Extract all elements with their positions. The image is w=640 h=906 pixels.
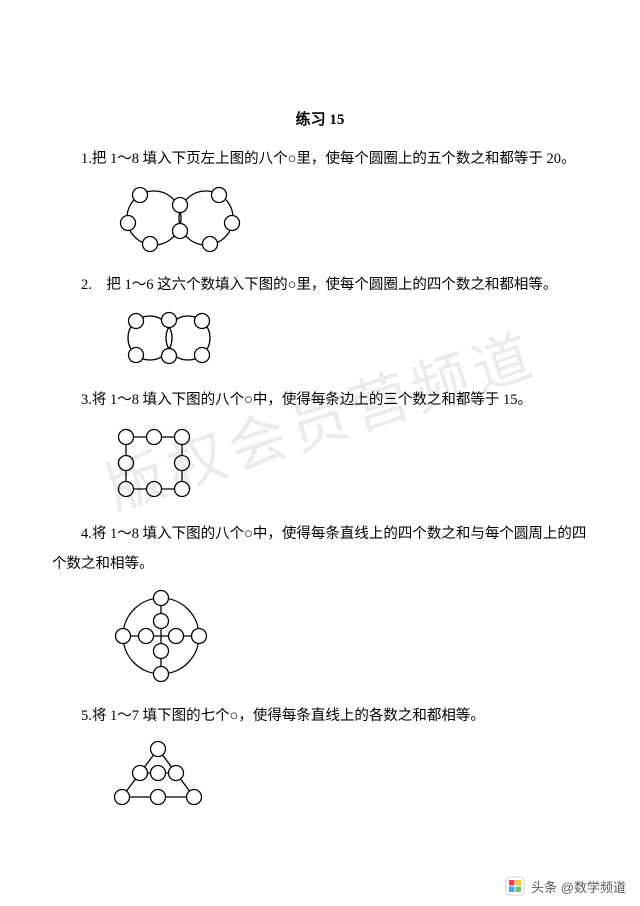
problem-1-text: 1.把 1～8 填入下页左上图的八个○里，使每个圆圈上的五个数之和都等于 20。 [52, 145, 588, 175]
footer-logo-icon [505, 876, 525, 896]
problem-2-text: 2. 把 1～6 这六个数填入下图的○里，使每个圆圈上的四个数之和都相等。 [52, 271, 588, 301]
figure-5 [106, 737, 588, 809]
problem-4-text: 4.将 1～8 填入下图的八个○中，使得每条直线上的四个数之和与每个圆周上的四个… [52, 520, 588, 579]
problem-3-text: 3.将 1～8 填入下图的八个○中，使得每条边上的三个数之和都等于 15。 [52, 386, 588, 416]
figure-1 [106, 181, 588, 255]
exercise-title: 练习 15 [52, 108, 588, 129]
figure-3 [106, 422, 588, 504]
page-content: 练习 15 1.把 1～8 填入下页左上图的八个○里，使每个圆圈上的五个数之和都… [0, 0, 640, 809]
footer-handle: @数学频道 [561, 880, 626, 895]
figure-2 [106, 306, 588, 370]
footer-text: 头条 @数学频道 [531, 877, 626, 896]
footer-prefix: 头条 [531, 880, 557, 895]
problem-5-text: 5.将 1～7 填下图的七个○，使得每条直线上的各数之和都相等。 [52, 702, 588, 732]
figure-4 [106, 586, 588, 686]
footer: 头条 @数学频道 [505, 876, 626, 896]
